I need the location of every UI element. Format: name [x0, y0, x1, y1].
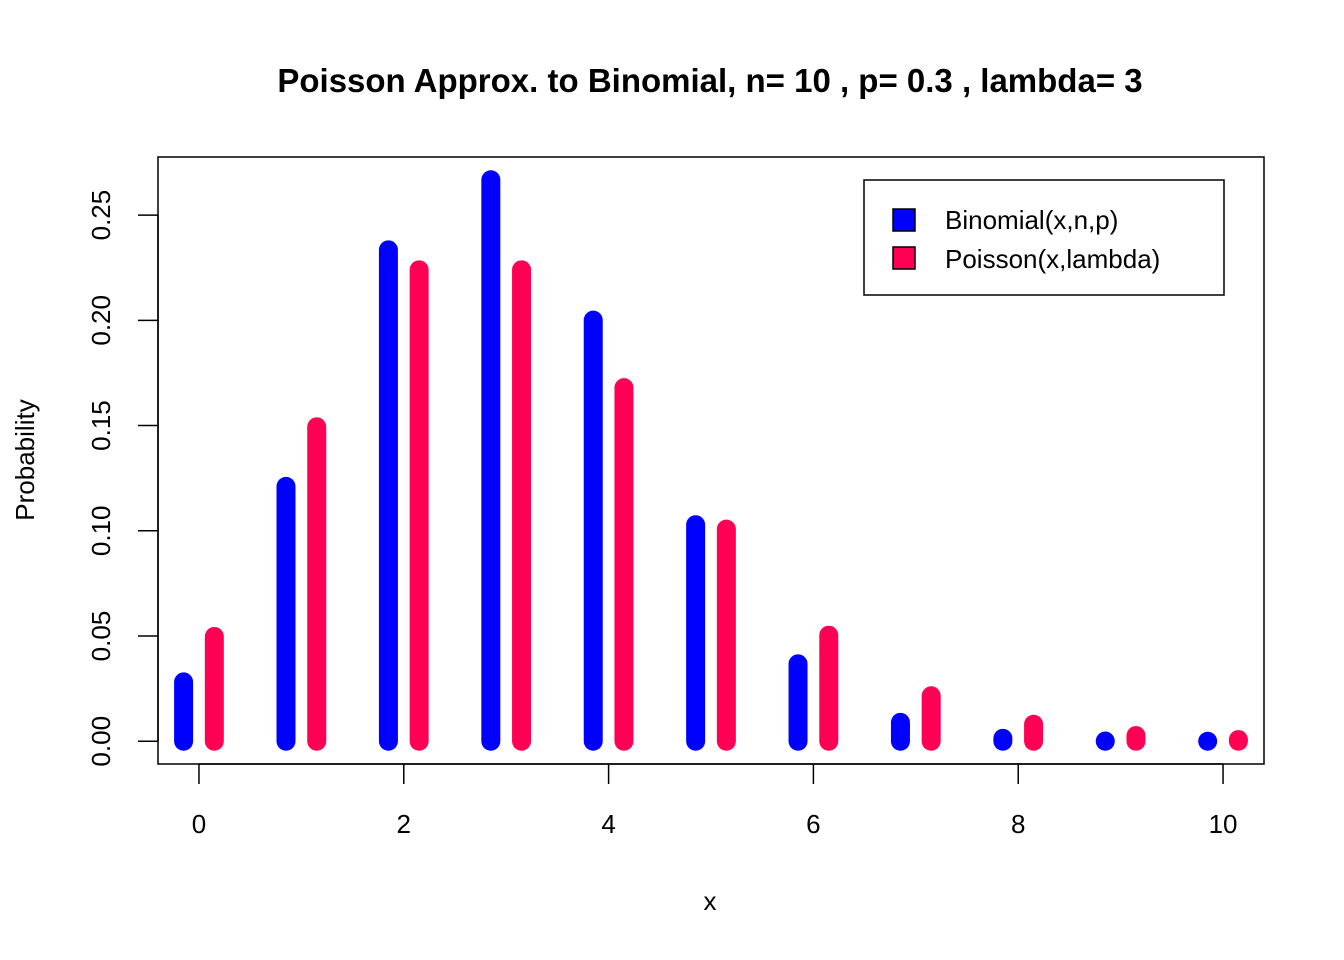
x-axis-title: x	[704, 886, 717, 916]
y-tick-label-0.25: 0.25	[86, 190, 116, 241]
x-tick-label-2: 2	[397, 809, 411, 839]
chart-title: Poisson Approx. to Binomial, n= 10 , p= …	[277, 62, 1142, 99]
x-tick-label-6: 6	[806, 809, 820, 839]
x-tick-label-0: 0	[192, 809, 206, 839]
legend-swatch-poisson	[892, 246, 916, 270]
y-tick-label-0.00: 0.00	[86, 716, 116, 767]
y-tick-label-0.15: 0.15	[86, 400, 116, 451]
legend: Binomial(x,n,p) Poisson(x,lambda)	[863, 179, 1225, 296]
y-axis-title: Probability	[10, 399, 40, 520]
x-axis: 0 2 4 6 8 10	[192, 763, 1238, 839]
legend-label-binomial: Binomial(x,n,p)	[945, 205, 1118, 235]
x-tick-label-8: 8	[1011, 809, 1025, 839]
y-tick-label-0.05: 0.05	[86, 611, 116, 662]
x-tick-label-10: 10	[1209, 809, 1238, 839]
legend-swatch-binomial	[892, 208, 916, 232]
legend-label-poisson: Poisson(x,lambda)	[945, 244, 1160, 274]
bars-layer	[174, 170, 1248, 751]
legend-box	[863, 179, 1225, 296]
y-axis: 0.00 0.05 0.10 0.15 0.20 0.25	[86, 190, 159, 767]
y-tick-label-0.10: 0.10	[86, 505, 116, 556]
y-tick-label-0.20: 0.20	[86, 295, 116, 346]
x-tick-label-4: 4	[601, 809, 615, 839]
